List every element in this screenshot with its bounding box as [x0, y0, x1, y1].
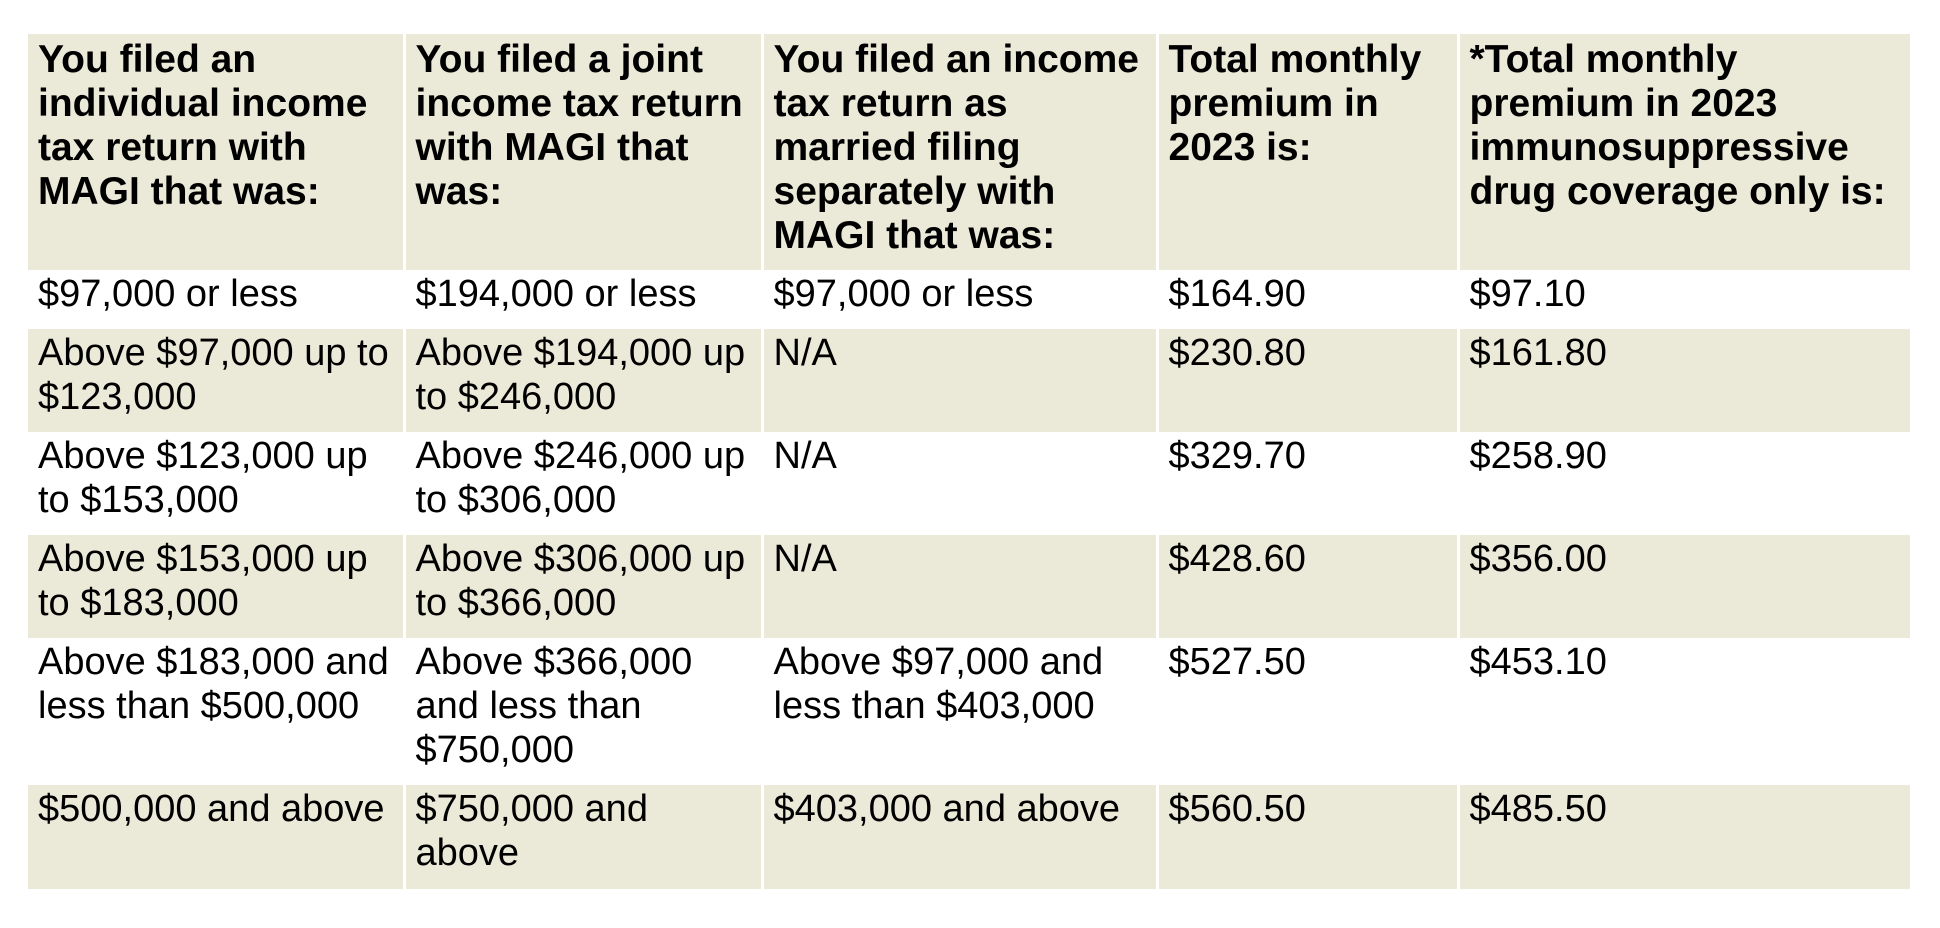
cell-premium: $560.50 — [1157, 785, 1460, 889]
cell-premium: $527.50 — [1157, 638, 1460, 785]
header-individual-return: You filed an individual income tax retur… — [28, 34, 406, 270]
premium-table-container: You filed an individual income tax retur… — [28, 34, 1910, 889]
cell-premium: $428.60 — [1157, 535, 1460, 638]
cell-joint: Above $306,000 up to $366,000 — [404, 535, 764, 638]
cell-joint: $194,000 or less — [404, 270, 764, 329]
cell-individual: Above $123,000 up to $153,000 — [28, 432, 406, 535]
cell-individual: Above $97,000 up to $123,000 — [28, 329, 406, 432]
cell-immuno-premium: $453.10 — [1458, 638, 1910, 785]
cell-joint: $750,000 and above — [404, 785, 764, 889]
table-row: Above $97,000 up to $123,000 Above $194,… — [28, 329, 1910, 432]
cell-individual: Above $183,000 and less than $500,000 — [28, 638, 406, 785]
cell-immuno-premium: $161.80 — [1458, 329, 1910, 432]
table-row: $500,000 and above $750,000 and above $4… — [28, 785, 1910, 889]
table-row: $97,000 or less $194,000 or less $97,000… — [28, 270, 1910, 329]
cell-separately: $403,000 and above — [762, 785, 1159, 889]
table-header-row: You filed an individual income tax retur… — [28, 34, 1910, 270]
cell-premium: $230.80 — [1157, 329, 1460, 432]
cell-separately: N/A — [762, 535, 1159, 638]
cell-individual: Above $153,000 up to $183,000 — [28, 535, 406, 638]
irmaa-premium-table: You filed an individual income tax retur… — [28, 34, 1910, 889]
cell-separately: $97,000 or less — [762, 270, 1159, 329]
header-immunosuppressive-premium: *Total monthly premium in 2023 immunosup… — [1458, 34, 1910, 270]
header-total-monthly-premium: Total monthly premium in 2023 is: — [1157, 34, 1460, 270]
cell-immuno-premium: $97.10 — [1458, 270, 1910, 329]
cell-immuno-premium: $356.00 — [1458, 535, 1910, 638]
header-joint-return: You filed a joint income tax return with… — [404, 34, 764, 270]
table-row: Above $153,000 up to $183,000 Above $306… — [28, 535, 1910, 638]
cell-individual: $500,000 and above — [28, 785, 406, 889]
table-row: Above $183,000 and less than $500,000 Ab… — [28, 638, 1910, 785]
table-row: Above $123,000 up to $153,000 Above $246… — [28, 432, 1910, 535]
cell-premium: $164.90 — [1157, 270, 1460, 329]
cell-immuno-premium: $485.50 — [1458, 785, 1910, 889]
cell-separately: N/A — [762, 329, 1159, 432]
cell-joint: Above $366,000 and less than $750,000 — [404, 638, 764, 785]
cell-joint: Above $194,000 up to $246,000 — [404, 329, 764, 432]
cell-individual: $97,000 or less — [28, 270, 406, 329]
cell-separately: N/A — [762, 432, 1159, 535]
cell-joint: Above $246,000 up to $306,000 — [404, 432, 764, 535]
cell-premium: $329.70 — [1157, 432, 1460, 535]
header-married-separately: You filed an income tax return as marrie… — [762, 34, 1159, 270]
cell-separately: Above $97,000 and less than $403,000 — [762, 638, 1159, 785]
cell-immuno-premium: $258.90 — [1458, 432, 1910, 535]
